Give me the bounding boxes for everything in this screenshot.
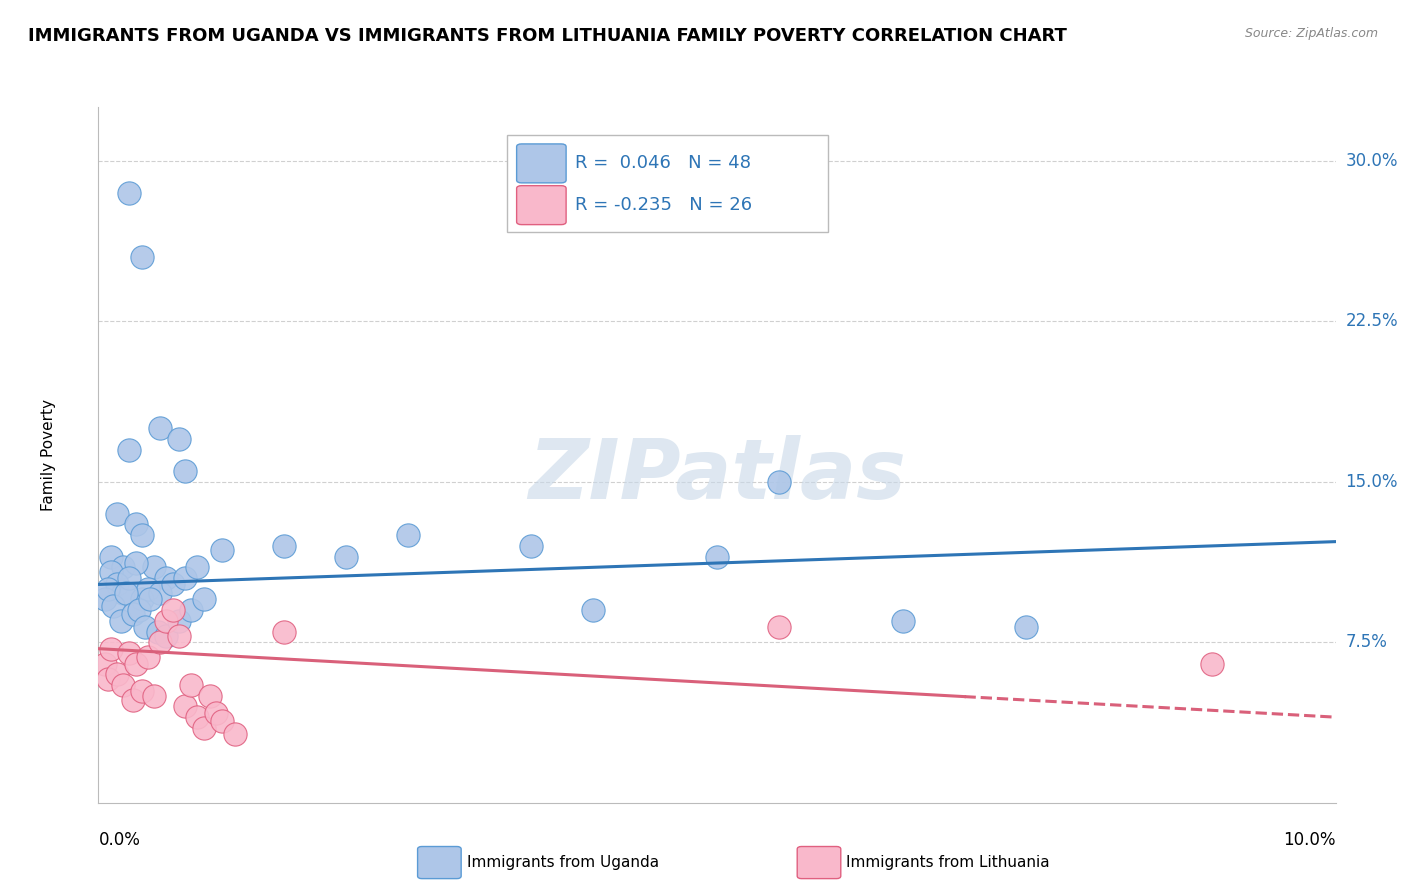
Point xyxy=(1015,620,1038,634)
Text: ZIPatlas: ZIPatlas xyxy=(529,435,905,516)
Point xyxy=(211,714,233,729)
Text: 30.0%: 30.0% xyxy=(1346,152,1398,169)
Text: R =  0.046   N = 48: R = 0.046 N = 48 xyxy=(575,154,751,172)
Point xyxy=(103,599,125,613)
Point xyxy=(174,571,197,585)
Point xyxy=(198,689,221,703)
FancyBboxPatch shape xyxy=(516,144,567,183)
Point xyxy=(186,560,208,574)
Point xyxy=(582,603,605,617)
Point xyxy=(155,571,177,585)
Point xyxy=(131,528,153,542)
Point xyxy=(174,699,197,714)
Point xyxy=(124,517,146,532)
Text: Immigrants from Uganda: Immigrants from Uganda xyxy=(467,855,659,870)
Text: R = -0.235   N = 26: R = -0.235 N = 26 xyxy=(575,196,752,214)
Point xyxy=(167,432,190,446)
Point xyxy=(131,592,153,607)
Point xyxy=(97,672,120,686)
Point xyxy=(224,727,246,741)
Point xyxy=(118,442,141,457)
Point xyxy=(396,528,419,542)
Point xyxy=(136,582,159,596)
Point xyxy=(162,577,184,591)
Point xyxy=(122,693,145,707)
Point xyxy=(114,586,136,600)
Point xyxy=(105,667,128,681)
FancyBboxPatch shape xyxy=(516,186,567,225)
Point xyxy=(180,678,202,692)
Point xyxy=(122,607,145,622)
Point xyxy=(273,539,295,553)
Text: Immigrants from Lithuania: Immigrants from Lithuania xyxy=(846,855,1050,870)
Point xyxy=(273,624,295,639)
Text: 10.0%: 10.0% xyxy=(1284,830,1336,848)
Point xyxy=(155,614,177,628)
Point xyxy=(149,421,172,435)
Point xyxy=(167,629,190,643)
Point xyxy=(105,507,128,521)
Point xyxy=(167,614,190,628)
Point xyxy=(706,549,728,564)
Point xyxy=(186,710,208,724)
Point xyxy=(768,620,790,634)
Text: 7.5%: 7.5% xyxy=(1346,633,1388,651)
Text: 15.0%: 15.0% xyxy=(1346,473,1398,491)
Point xyxy=(520,539,543,553)
Point xyxy=(162,603,184,617)
FancyBboxPatch shape xyxy=(506,135,828,232)
Point xyxy=(100,641,122,656)
Text: IMMIGRANTS FROM UGANDA VS IMMIGRANTS FROM LITHUANIA FAMILY POVERTY CORRELATION C: IMMIGRANTS FROM UGANDA VS IMMIGRANTS FRO… xyxy=(28,27,1067,45)
Point xyxy=(211,543,233,558)
Point xyxy=(143,689,166,703)
Point xyxy=(124,657,146,671)
Point xyxy=(174,464,197,478)
Point xyxy=(149,635,172,649)
Point xyxy=(100,549,122,564)
Point xyxy=(193,592,215,607)
Point xyxy=(1201,657,1223,671)
Text: Family Poverty: Family Poverty xyxy=(41,399,56,511)
Point xyxy=(110,614,132,628)
Point xyxy=(143,560,166,574)
Point xyxy=(155,629,177,643)
Point xyxy=(100,565,122,579)
Text: Source: ZipAtlas.com: Source: ZipAtlas.com xyxy=(1244,27,1378,40)
Point xyxy=(891,614,914,628)
Point xyxy=(146,624,169,639)
Point xyxy=(768,475,790,489)
Point xyxy=(136,650,159,665)
Point xyxy=(112,560,135,574)
Point xyxy=(149,586,172,600)
Point xyxy=(131,684,153,698)
Point xyxy=(128,603,150,617)
Point xyxy=(131,250,153,264)
Point xyxy=(139,592,162,607)
Point xyxy=(193,721,215,735)
Point xyxy=(205,706,228,720)
Point xyxy=(112,678,135,692)
Point xyxy=(112,586,135,600)
Point xyxy=(97,582,120,596)
Point xyxy=(124,556,146,570)
Point xyxy=(118,186,141,200)
Point xyxy=(105,577,128,591)
Point xyxy=(335,549,357,564)
Point xyxy=(93,592,115,607)
Point xyxy=(118,646,141,660)
Text: 22.5%: 22.5% xyxy=(1346,312,1398,330)
Point xyxy=(93,657,115,671)
Point xyxy=(118,571,141,585)
Text: 0.0%: 0.0% xyxy=(98,830,141,848)
Point xyxy=(180,603,202,617)
Point xyxy=(134,620,156,634)
